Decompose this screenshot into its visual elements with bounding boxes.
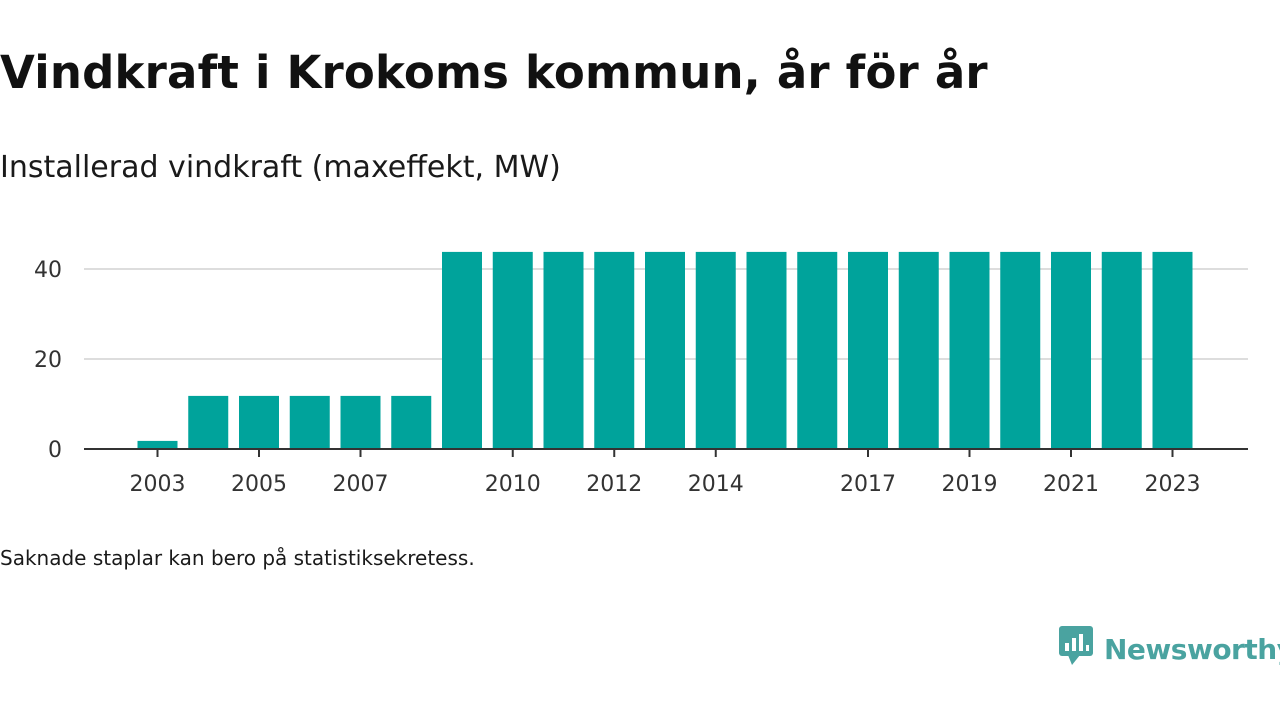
x-tick-label: 2017 (840, 472, 896, 497)
x-tick-label: 2019 (942, 472, 998, 497)
bar-2023[interactable] (1152, 251, 1193, 449)
bar-2013[interactable] (645, 251, 685, 449)
newsworthy-logo[interactable]: Newsworthy (1058, 626, 1280, 672)
chart-subtitle: Installerad vindkraft (maxeffekt, MW) (0, 150, 561, 185)
bar-2007[interactable] (340, 395, 381, 449)
bar-2016[interactable] (797, 251, 838, 449)
bar-2004[interactable] (188, 395, 229, 449)
x-tick-label: 2007 (333, 472, 389, 497)
x-tick-label: 2010 (485, 472, 541, 497)
x-tick-label: 2021 (1043, 472, 1099, 497)
bar-2012[interactable] (594, 251, 635, 449)
x-tick-label: 2003 (130, 472, 186, 497)
bar-2003[interactable] (137, 440, 178, 449)
x-tick-label: 2023 (1145, 472, 1201, 497)
chart-title: Vindkraft i Krokoms kommun, år för år (0, 46, 988, 99)
bars (137, 251, 1193, 449)
brand-name: Newsworthy (1104, 632, 1280, 666)
x-tick-label: 2012 (586, 472, 642, 497)
bar-2017[interactable] (848, 251, 888, 449)
bar-2011[interactable] (543, 251, 584, 449)
x-tick-label: 2005 (231, 472, 287, 497)
bar-2022[interactable] (1101, 251, 1142, 449)
x-tick-label: 2014 (688, 472, 744, 497)
bar-2021[interactable] (1051, 251, 1091, 449)
footnote: Saknade staplar kan bero på statistiksek… (0, 546, 475, 570)
newsworthy-chart-bubble-icon (1058, 625, 1094, 673)
bar-2006[interactable] (289, 395, 330, 449)
bar-2014[interactable] (695, 251, 736, 449)
bar-2009[interactable] (442, 251, 482, 449)
y-tick-label: 40 (34, 258, 62, 283)
bar-2005[interactable] (239, 395, 279, 449)
bar-2020[interactable] (1000, 251, 1041, 449)
y-tick-label: 0 (48, 438, 62, 463)
bar-2010[interactable] (492, 251, 533, 449)
bar-2018[interactable] (898, 251, 939, 449)
axes: 0 20 40 2003 2005 2007 2010 2012 2014 2017 2019 202… (34, 258, 1248, 497)
bar-2008[interactable] (391, 395, 432, 449)
bar-2019[interactable] (949, 251, 990, 449)
bar-chart: 0 20 40 2003 2005 2007 2010 2012 2014 2017 2019 202… (34, 251, 1248, 497)
bar-2015[interactable] (746, 251, 787, 449)
y-tick-label: 20 (34, 348, 62, 373)
